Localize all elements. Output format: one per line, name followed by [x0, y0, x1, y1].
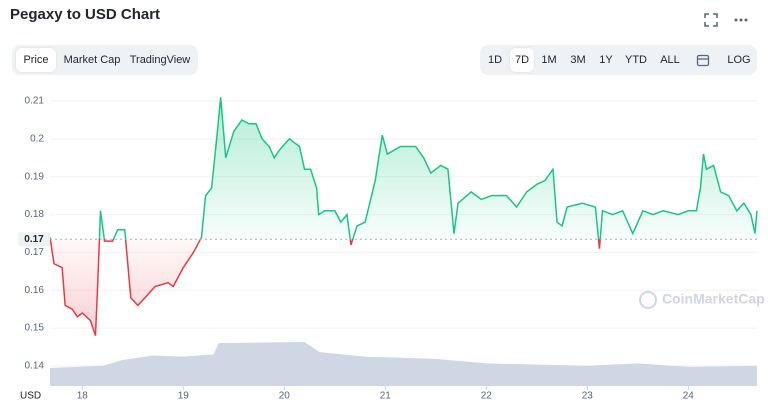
price-line: [49, 97, 758, 336]
y-tick-label: 0.18: [25, 209, 45, 220]
watermark: CoinMarketCap: [662, 291, 765, 307]
range-button[interactable]: 3M: [570, 54, 586, 66]
volume-area: [50, 342, 757, 386]
range-bar: 1D 7D 1M 3M 1Y YTD ALL LOG: [480, 45, 757, 75]
range-button[interactable]: 7D: [510, 48, 534, 72]
price-area: [50, 97, 757, 336]
y-tick-label: 0.21: [25, 96, 45, 107]
tab[interactable]: Market Cap: [63, 54, 121, 66]
y-tick-label: 0.15: [25, 323, 45, 334]
tab[interactable]: Price: [16, 48, 56, 72]
range-button[interactable]: 1D: [487, 54, 503, 66]
range-button[interactable]: 1M: [541, 54, 557, 66]
fullscreen-icon[interactable]: [703, 12, 719, 28]
tab-bar: Price Market Cap TradingView: [12, 45, 198, 75]
chart-title: Pegaxy to USD Chart: [10, 6, 161, 23]
y-tick-label: 0.16: [25, 285, 45, 296]
range-button[interactable]: YTD: [625, 54, 647, 66]
range-button[interactable]: ALL: [660, 54, 680, 66]
y-unit-label: USD: [20, 391, 41, 402]
y-tick-label: 0.19: [25, 171, 45, 182]
x-tick-label: 22: [481, 391, 493, 402]
log-button[interactable]: LOG: [727, 54, 751, 66]
range-button[interactable]: 1Y: [599, 54, 613, 66]
tab[interactable]: TradingView: [129, 54, 191, 66]
x-tick-label: 20: [279, 391, 291, 402]
baseline-label-box: [18, 232, 50, 247]
x-tick-label: 24: [683, 391, 695, 402]
calendar-icon[interactable]: [696, 53, 710, 83]
x-tick-label: 18: [77, 391, 89, 402]
x-tick-label: 23: [582, 391, 594, 402]
x-tick-label: 19: [178, 391, 190, 402]
watermark-logo: [639, 291, 657, 309]
y-tick-label: 0.17: [25, 247, 45, 258]
baseline-label: 0.17: [24, 234, 44, 245]
y-tick-label: 0.2: [30, 134, 44, 145]
more-icon[interactable]: [733, 12, 749, 28]
x-tick-label: 21: [380, 391, 392, 402]
y-tick-label: 0.14: [25, 361, 45, 372]
